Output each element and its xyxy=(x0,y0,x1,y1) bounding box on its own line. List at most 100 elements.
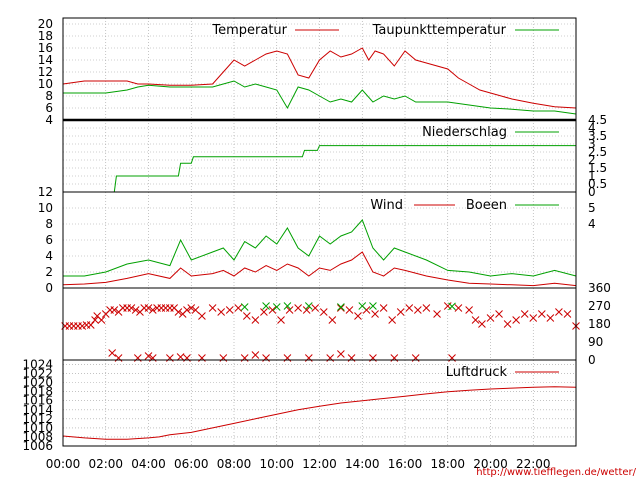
y-tick-label: 4 xyxy=(588,121,596,135)
direction-marker xyxy=(97,316,106,324)
direction-marker xyxy=(465,306,473,314)
direction-marker xyxy=(311,304,320,312)
direction-marker xyxy=(405,304,414,312)
direction-marker xyxy=(174,308,183,316)
x-tick-label: 22:00 xyxy=(516,457,551,471)
direction-marker xyxy=(413,306,422,314)
y-tick-label: 360 xyxy=(588,281,611,295)
y-tick-label: 8 xyxy=(45,89,53,103)
x-tick-label: 12:00 xyxy=(302,457,337,471)
direction-marker xyxy=(268,306,277,314)
y-tick-label: 8 xyxy=(45,217,53,231)
direction-marker xyxy=(294,304,302,312)
y-tick-label: 20 xyxy=(38,17,53,31)
y-tick-label: 2 xyxy=(588,153,596,167)
direction-marker xyxy=(110,306,119,314)
direction-marker xyxy=(328,316,337,324)
panel-frame xyxy=(62,359,577,447)
direction-marker xyxy=(302,306,311,314)
y-tick-label: 4 xyxy=(588,217,596,231)
y-tick-label: 1006 xyxy=(22,439,53,453)
y-tick-label: 6 xyxy=(45,233,53,247)
x-tick-label: 14:00 xyxy=(345,457,380,471)
text-layer: 00:00 02:00 04:00 06:00 08:00 10:00 12:00 14:00… xyxy=(22,17,610,471)
direction-marker xyxy=(191,306,200,314)
direction-marker xyxy=(131,306,140,314)
direction-marker xyxy=(503,320,512,328)
direction-marker xyxy=(187,304,196,312)
direction-marker xyxy=(240,303,249,311)
y-tick-label: 0 xyxy=(588,353,596,367)
x-tick-label: 04:00 xyxy=(131,457,166,471)
direction-marker xyxy=(234,304,243,312)
direction-marker xyxy=(520,310,529,318)
legend-label: Wind xyxy=(370,198,403,213)
y-tick-label: 2.5 xyxy=(588,145,607,159)
y-tick-label: 3.5 xyxy=(588,129,607,143)
direction-marker xyxy=(529,314,538,322)
direction-marker xyxy=(555,308,563,316)
legend-label: Luftdruck xyxy=(446,365,508,380)
direction-marker xyxy=(379,304,388,312)
x-tick-label: 20:00 xyxy=(473,457,508,471)
series-line xyxy=(63,145,576,193)
direction-marker xyxy=(337,350,345,358)
direction-marker xyxy=(304,302,313,310)
direction-marker xyxy=(148,306,157,314)
direction-marker xyxy=(272,303,281,311)
legend-label: Boeen xyxy=(466,198,507,213)
y-tick-label: 1024 xyxy=(22,358,53,372)
series-line xyxy=(63,80,577,115)
y-tick-label: 12 xyxy=(38,65,53,79)
legend-label: Temperatur xyxy=(211,23,287,38)
y-tick-label: 4 xyxy=(45,113,53,127)
direction-marker xyxy=(225,306,234,314)
y-tick-label: 1018 xyxy=(22,385,53,399)
x-tick-label: 18:00 xyxy=(430,457,465,471)
direction-marker xyxy=(337,303,345,311)
x-tick-label: 00:00 xyxy=(46,457,81,471)
y-tick-label: 1010 xyxy=(22,421,53,435)
y-tick-label: 1008 xyxy=(22,430,53,444)
y-tick-label: 6 xyxy=(45,101,53,115)
direction-marker xyxy=(176,353,185,361)
series-line xyxy=(63,219,577,277)
direction-marker xyxy=(283,302,292,310)
direction-marker xyxy=(486,314,495,322)
y-tick-label: 180 xyxy=(588,317,611,331)
y-tick-label: 12 xyxy=(38,185,53,199)
direction-marker xyxy=(512,316,521,324)
direction-marker xyxy=(208,304,217,312)
direction-marker xyxy=(144,352,153,360)
y-tick-label: 4 xyxy=(45,249,53,263)
y-tick-label: 90 xyxy=(588,335,603,349)
y-tick-label: 10 xyxy=(38,77,53,91)
direction-marker xyxy=(396,308,405,316)
x-tick-label: 08:00 xyxy=(217,457,252,471)
direction-marker xyxy=(217,308,226,316)
direction-marker xyxy=(183,306,191,314)
grid-layer xyxy=(63,18,576,446)
direction-marker xyxy=(285,306,294,314)
y-tick-label: 1022 xyxy=(22,367,53,381)
direction-marker xyxy=(495,310,503,318)
y-tick-label: 16 xyxy=(38,41,53,55)
y-tick-label: 1 xyxy=(588,169,596,183)
legend-label: Niederschlag xyxy=(422,125,507,140)
series-line xyxy=(62,251,577,287)
y-tick-label: 0.5 xyxy=(588,177,607,191)
direction-marker xyxy=(448,302,456,311)
direction-marker xyxy=(433,310,441,318)
direction-marker xyxy=(260,308,268,316)
y-tick-label: 1.5 xyxy=(588,161,607,175)
direction-marker xyxy=(354,312,362,320)
direction-marker xyxy=(369,302,377,310)
direction-marker xyxy=(478,320,486,328)
y-tick-label: 10 xyxy=(38,201,53,215)
direction-marker xyxy=(242,312,251,320)
series-line xyxy=(62,386,577,440)
y-tick-label: 1020 xyxy=(22,376,53,390)
x-tick-label: 16:00 xyxy=(388,457,423,471)
y-tick-label: 0 xyxy=(588,185,596,199)
